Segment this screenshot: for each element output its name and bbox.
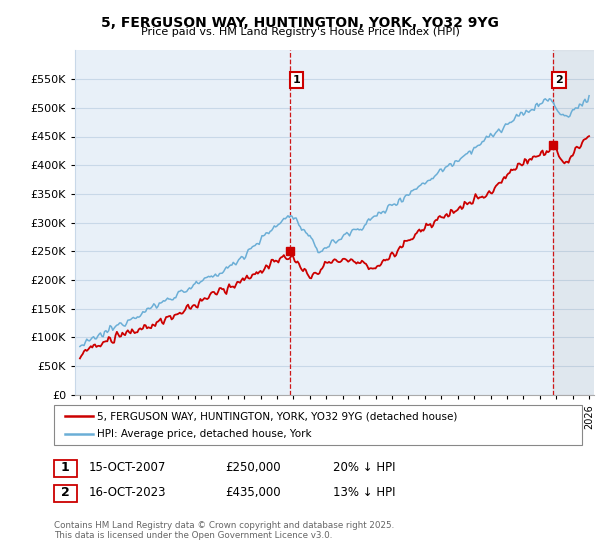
Text: 2: 2 (61, 486, 70, 500)
Text: 20% ↓ HPI: 20% ↓ HPI (333, 461, 395, 474)
Text: 13% ↓ HPI: 13% ↓ HPI (333, 486, 395, 500)
Text: 2: 2 (555, 75, 563, 85)
Text: HPI: Average price, detached house, York: HPI: Average price, detached house, York (97, 429, 312, 439)
Text: 1: 1 (292, 75, 300, 85)
Text: £250,000: £250,000 (225, 461, 281, 474)
Text: 5, FERGUSON WAY, HUNTINGTON, YORK, YO32 9YG: 5, FERGUSON WAY, HUNTINGTON, YORK, YO32 … (101, 16, 499, 30)
Text: 5, FERGUSON WAY, HUNTINGTON, YORK, YO32 9YG (detached house): 5, FERGUSON WAY, HUNTINGTON, YORK, YO32 … (97, 411, 458, 421)
Bar (553, 50, 600, 395)
Text: 16-OCT-2023: 16-OCT-2023 (89, 486, 166, 500)
Text: 1: 1 (61, 461, 70, 474)
Text: Contains HM Land Registry data © Crown copyright and database right 2025.
This d: Contains HM Land Registry data © Crown c… (54, 521, 394, 540)
Text: 15-OCT-2007: 15-OCT-2007 (89, 461, 166, 474)
Text: £435,000: £435,000 (225, 486, 281, 500)
Text: Price paid vs. HM Land Registry's House Price Index (HPI): Price paid vs. HM Land Registry's House … (140, 27, 460, 37)
